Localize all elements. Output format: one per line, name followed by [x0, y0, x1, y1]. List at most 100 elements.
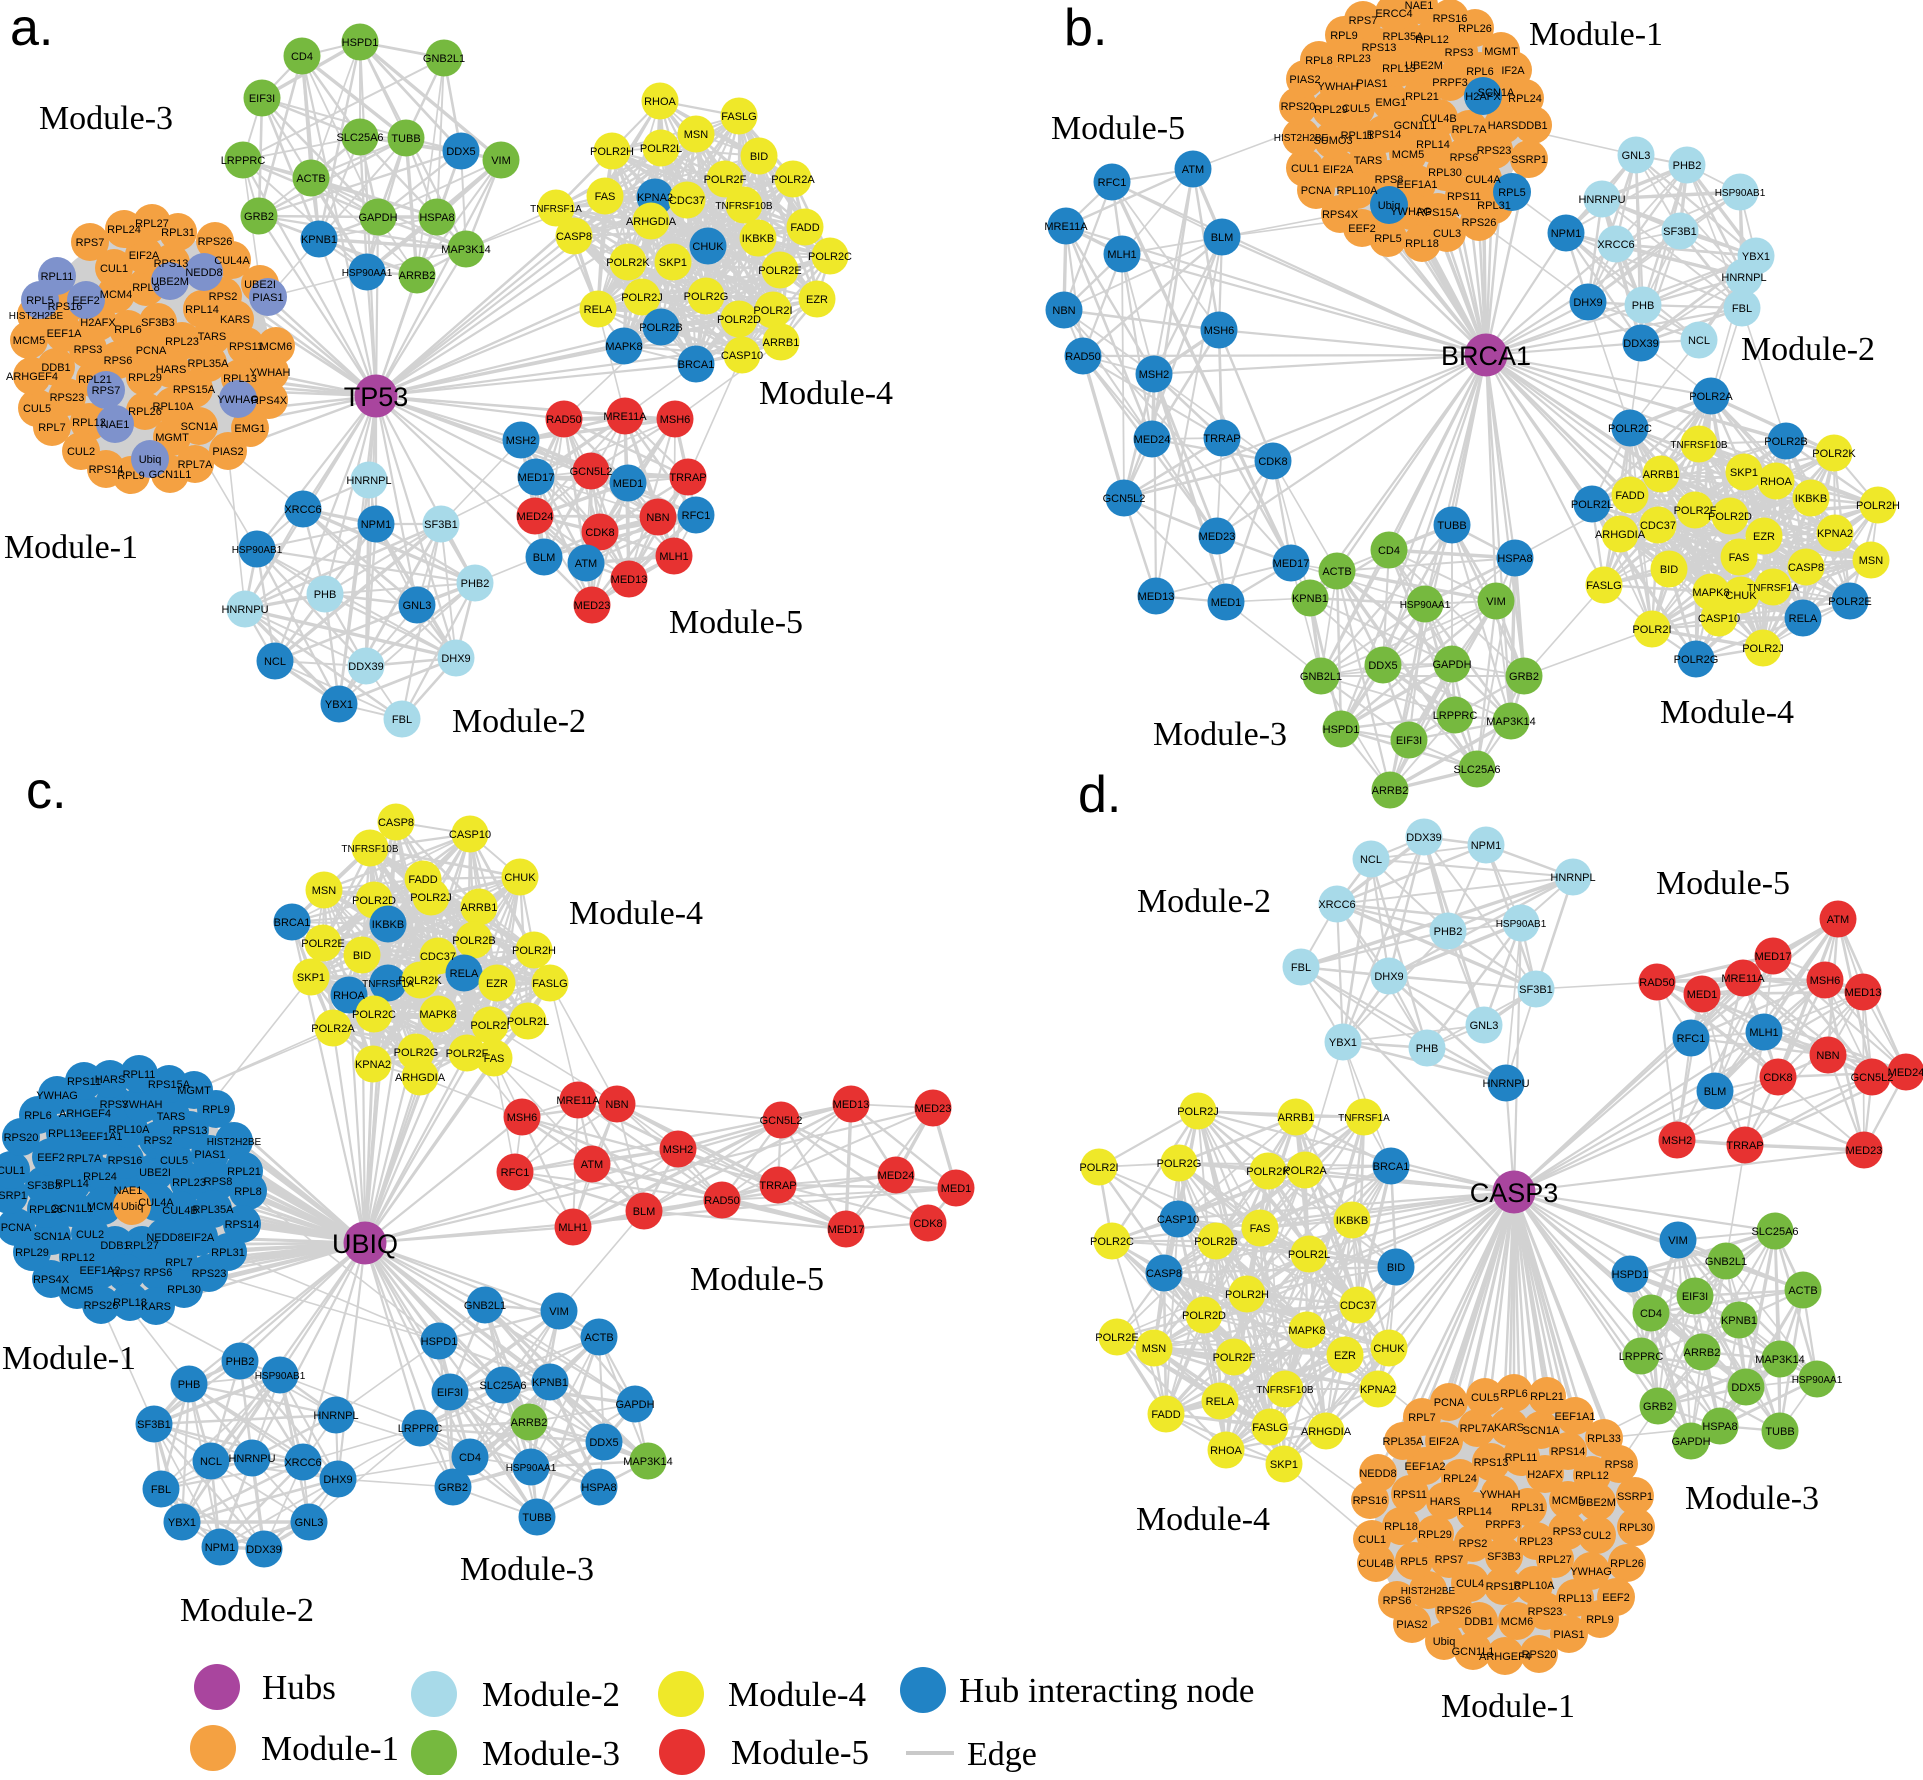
svg-text:MED1: MED1: [613, 478, 644, 490]
svg-text:POLR2C: POLR2C: [352, 1009, 396, 1021]
svg-text:POLR2E: POLR2E: [1095, 1332, 1138, 1344]
svg-text:EEF1A2: EEF1A2: [1405, 1461, 1446, 1473]
svg-text:TNFRSF10B: TNFRSF10B: [1670, 440, 1728, 451]
svg-text:CD4: CD4: [1640, 1308, 1662, 1320]
svg-text:RPS26: RPS26: [1437, 1605, 1472, 1617]
svg-text:HSP90AA1: HSP90AA1: [1400, 600, 1451, 611]
svg-text:PHB: PHB: [1632, 300, 1655, 312]
svg-text:RPL14: RPL14: [185, 304, 219, 316]
svg-text:RPS13: RPS13: [154, 258, 189, 270]
svg-text:CUL5: CUL5: [160, 1155, 188, 1167]
svg-text:FAS: FAS: [595, 191, 616, 203]
svg-text:GNL3: GNL3: [1470, 1020, 1499, 1032]
svg-text:RPL6: RPL6: [114, 324, 142, 336]
svg-text:MED24: MED24: [878, 1170, 915, 1182]
svg-text:HARS: HARS: [1430, 1496, 1461, 1508]
svg-text:RPL5: RPL5: [1374, 233, 1402, 245]
svg-text:RPL21: RPL21: [1405, 91, 1439, 103]
svg-text:POLR2G: POLR2G: [1157, 1158, 1202, 1170]
svg-text:DDX5: DDX5: [1368, 660, 1397, 672]
svg-text:LRPPRC: LRPPRC: [398, 1423, 443, 1435]
svg-text:SKP1: SKP1: [659, 257, 687, 269]
svg-text:CDK8: CDK8: [1258, 456, 1287, 468]
svg-text:NEDD8: NEDD8: [1359, 1468, 1396, 1480]
svg-text:RPL9: RPL9: [1586, 1614, 1614, 1626]
svg-text:TNFRSF10B: TNFRSF10B: [715, 201, 773, 212]
svg-text:POLR2L: POLR2L: [507, 1016, 549, 1028]
svg-text:RPL12: RPL12: [1415, 34, 1449, 46]
svg-text:DDX5: DDX5: [589, 1437, 618, 1449]
svg-text:MED1: MED1: [941, 1183, 972, 1195]
svg-text:RPL23: RPL23: [172, 1177, 206, 1189]
svg-text:CDK8: CDK8: [1763, 1072, 1792, 1084]
svg-text:FBL: FBL: [151, 1484, 171, 1496]
svg-text:CASP10: CASP10: [1698, 613, 1740, 625]
svg-text:POLR2E: POLR2E: [301, 938, 344, 950]
svg-text:TUBB: TUBB: [1765, 1426, 1794, 1438]
svg-text:TARS: TARS: [157, 1111, 186, 1123]
svg-text:SF3B1: SF3B1: [424, 519, 458, 531]
svg-text:RPS26: RPS26: [198, 236, 233, 248]
svg-text:FADD: FADD: [1615, 490, 1644, 502]
svg-text:SCN1A: SCN1A: [34, 1231, 71, 1243]
svg-text:MAPK8: MAPK8: [419, 1009, 456, 1021]
svg-text:RPL30: RPL30: [167, 1284, 201, 1296]
svg-text:PRPF3: PRPF3: [1485, 1519, 1520, 1531]
svg-text:RPL26: RPL26: [1458, 23, 1492, 35]
svg-text:POLR2H: POLR2H: [590, 146, 634, 158]
svg-text:MED23: MED23: [1199, 531, 1236, 543]
svg-text:TRRAP: TRRAP: [1726, 1140, 1763, 1152]
svg-text:MED17: MED17: [828, 1224, 865, 1236]
svg-text:MAPK8: MAPK8: [605, 341, 642, 353]
svg-text:ARHGDIA: ARHGDIA: [626, 216, 677, 228]
svg-text:POLR2A: POLR2A: [1689, 391, 1733, 403]
svg-text:GRB2: GRB2: [1643, 1401, 1673, 1413]
svg-text:CASP8: CASP8: [1788, 562, 1824, 574]
svg-text:Module-4: Module-4: [1660, 694, 1794, 731]
svg-text:SLC25A6: SLC25A6: [479, 1380, 526, 1392]
svg-text:DDX39: DDX39: [1406, 832, 1441, 844]
svg-text:MED24: MED24: [1888, 1067, 1923, 1079]
svg-text:MSH2: MSH2: [506, 435, 537, 447]
svg-text:MAP3K14: MAP3K14: [441, 244, 491, 256]
svg-text:MRE11A: MRE11A: [1721, 973, 1765, 985]
svg-text:EZR: EZR: [1334, 1350, 1356, 1362]
svg-text:POLR2G: POLR2G: [394, 1047, 439, 1059]
svg-text:CHUK: CHUK: [692, 241, 724, 253]
svg-text:RPL6: RPL6: [24, 1110, 52, 1122]
svg-text:CUL4B: CUL4B: [1358, 1558, 1393, 1570]
svg-text:BLM: BLM: [1704, 1086, 1727, 1098]
svg-text:POLR2K: POLR2K: [1812, 448, 1856, 460]
svg-text:CUL1: CUL1: [1358, 1534, 1386, 1546]
svg-text:RPL35A: RPL35A: [1383, 1436, 1425, 1448]
svg-text:RPL7: RPL7: [1408, 1412, 1436, 1424]
svg-text:EIF2A: EIF2A: [1429, 1436, 1460, 1448]
svg-text:POLR2F: POLR2F: [1213, 1352, 1256, 1364]
svg-text:RPL31: RPL31: [161, 227, 195, 239]
svg-text:HSPA8: HSPA8: [1702, 1421, 1737, 1433]
svg-text:MSN: MSN: [312, 885, 337, 897]
svg-text:NAE1: NAE1: [1405, 0, 1434, 12]
svg-text:LRPPRC: LRPPRC: [221, 155, 266, 167]
svg-text:RPL6: RPL6: [1500, 1388, 1528, 1400]
svg-text:HSPD1: HSPD1: [1323, 724, 1360, 736]
svg-text:MCM6: MCM6: [1501, 1616, 1533, 1628]
svg-text:DHX9: DHX9: [441, 653, 470, 665]
svg-text:HSP90AA1: HSP90AA1: [342, 268, 393, 279]
svg-text:RAD50: RAD50: [704, 1195, 739, 1207]
svg-text:KPNA2: KPNA2: [637, 192, 673, 204]
svg-text:NPM1: NPM1: [1551, 228, 1582, 240]
svg-text:RPL12: RPL12: [1575, 1470, 1609, 1482]
svg-text:BRCA1: BRCA1: [678, 359, 715, 371]
svg-text:PIAS1: PIAS1: [1356, 78, 1387, 90]
svg-text:PIAS2: PIAS2: [1289, 74, 1320, 86]
svg-text:EMG1: EMG1: [234, 423, 265, 435]
svg-text:FBL: FBL: [392, 714, 412, 726]
svg-text:MED23: MED23: [915, 1103, 952, 1115]
svg-text:HSP90AA1: HSP90AA1: [1792, 1375, 1843, 1386]
svg-text:UBE2M: UBE2M: [1405, 60, 1443, 72]
svg-text:RAD50: RAD50: [1639, 977, 1674, 989]
svg-text:POLR2H: POLR2H: [1225, 1289, 1269, 1301]
svg-text:Module-1: Module-1: [261, 1729, 399, 1768]
svg-text:CDK8: CDK8: [913, 1218, 942, 1230]
